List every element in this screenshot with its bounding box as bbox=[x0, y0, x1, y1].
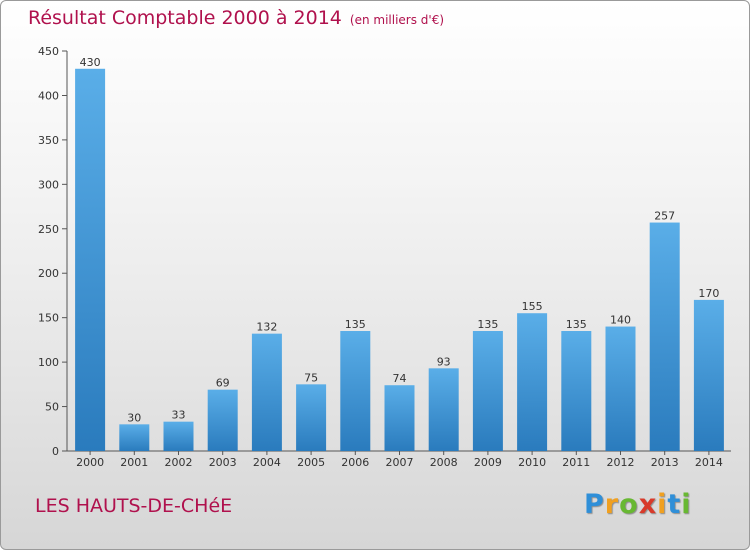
bar-2009 bbox=[472, 331, 503, 451]
data-label-2009: 135 bbox=[477, 318, 498, 331]
bar-2014 bbox=[693, 299, 724, 451]
x-tick-label: 2009 bbox=[474, 456, 502, 469]
data-labels: 430 30 33 69 132 75 135 74 93 135 155 135 140 257 170 bbox=[80, 56, 720, 425]
data-label-2005: 75 bbox=[304, 371, 318, 384]
logo-letter: i bbox=[657, 489, 668, 520]
y-tick-label: 50 bbox=[45, 401, 59, 414]
logo-letter: i bbox=[681, 489, 692, 520]
bar-2012 bbox=[605, 326, 636, 451]
logo-letter: x bbox=[638, 489, 658, 520]
x-tick-label: 2007 bbox=[386, 456, 414, 469]
bar-2003 bbox=[207, 389, 238, 451]
y-tick-label: 100 bbox=[38, 356, 59, 369]
x-tick-label: 2001 bbox=[120, 456, 148, 469]
bar-2001 bbox=[119, 424, 150, 451]
x-tick-label: 2004 bbox=[253, 456, 281, 469]
x-tick-label: 2011 bbox=[562, 456, 590, 469]
y-tick-label: 200 bbox=[38, 267, 59, 280]
x-tick-label: 2005 bbox=[297, 456, 325, 469]
x-tick-label: 2008 bbox=[430, 456, 458, 469]
y-tick-label: 350 bbox=[38, 134, 59, 147]
x-tick-label: 2006 bbox=[341, 456, 369, 469]
y-tick-label: 300 bbox=[38, 178, 59, 191]
data-label-2013: 257 bbox=[654, 210, 675, 223]
x-tick-label: 2000 bbox=[76, 456, 104, 469]
x-tick-label: 2010 bbox=[518, 456, 546, 469]
y-tick-label: 450 bbox=[38, 45, 59, 58]
bar-2005 bbox=[296, 384, 327, 451]
data-label-2006: 135 bbox=[345, 318, 366, 331]
logo-letter: t bbox=[667, 489, 682, 520]
x-axis: 2000 2001 2002 2003 2004 2005 2006 2007 2008 2009… bbox=[67, 450, 731, 469]
logo-letter: r bbox=[604, 489, 620, 520]
bar-2008 bbox=[428, 368, 459, 451]
x-tick-label: 2013 bbox=[651, 456, 679, 469]
bar-2006 bbox=[340, 331, 371, 451]
data-label-2004: 132 bbox=[256, 321, 277, 334]
y-tick-label: 0 bbox=[52, 445, 59, 458]
chart-title-text: Résultat Comptable 2000 à 2014 bbox=[28, 7, 342, 29]
x-tick-label: 2014 bbox=[695, 456, 723, 469]
bars bbox=[75, 68, 724, 452]
data-label-2014: 170 bbox=[698, 287, 719, 300]
bar-2002 bbox=[163, 421, 194, 451]
data-label-2008: 93 bbox=[437, 355, 451, 368]
commune-name: LES HAUTS-DE-CHéE bbox=[35, 495, 233, 517]
logo-letter: o bbox=[619, 489, 639, 520]
bar-2010 bbox=[517, 313, 548, 451]
y-axis: 0 50 100 150 200 250 300 350 400 450 bbox=[38, 45, 68, 458]
data-label-2010: 155 bbox=[522, 300, 543, 313]
x-tick-label: 2003 bbox=[209, 456, 237, 469]
logo-letter: P bbox=[584, 489, 605, 520]
proxiti-logo[interactable]: Proxiti bbox=[584, 489, 692, 520]
y-tick-label: 150 bbox=[38, 312, 59, 325]
data-label-2002: 33 bbox=[172, 409, 186, 422]
bar-2007 bbox=[384, 385, 415, 451]
x-tick-label: 2002 bbox=[165, 456, 193, 469]
data-label-2003: 69 bbox=[216, 377, 230, 390]
y-tick-label: 400 bbox=[38, 89, 59, 102]
bar-2000 bbox=[75, 68, 106, 452]
bar-2004 bbox=[251, 333, 282, 451]
data-label-2007: 74 bbox=[393, 372, 407, 385]
bar-2011 bbox=[561, 331, 592, 451]
chart-title: Résultat Comptable 2000 à 2014 (en millie… bbox=[28, 7, 444, 29]
x-tick-label: 2012 bbox=[607, 456, 635, 469]
data-label-2011: 135 bbox=[566, 318, 587, 331]
data-label-2001: 30 bbox=[127, 411, 141, 424]
data-label-2012: 140 bbox=[610, 314, 631, 327]
chart-subtitle: (en milliers d'€) bbox=[349, 13, 445, 27]
bar-2013 bbox=[649, 222, 680, 451]
data-label-2000: 430 bbox=[80, 56, 101, 69]
y-tick-label: 250 bbox=[38, 223, 59, 236]
